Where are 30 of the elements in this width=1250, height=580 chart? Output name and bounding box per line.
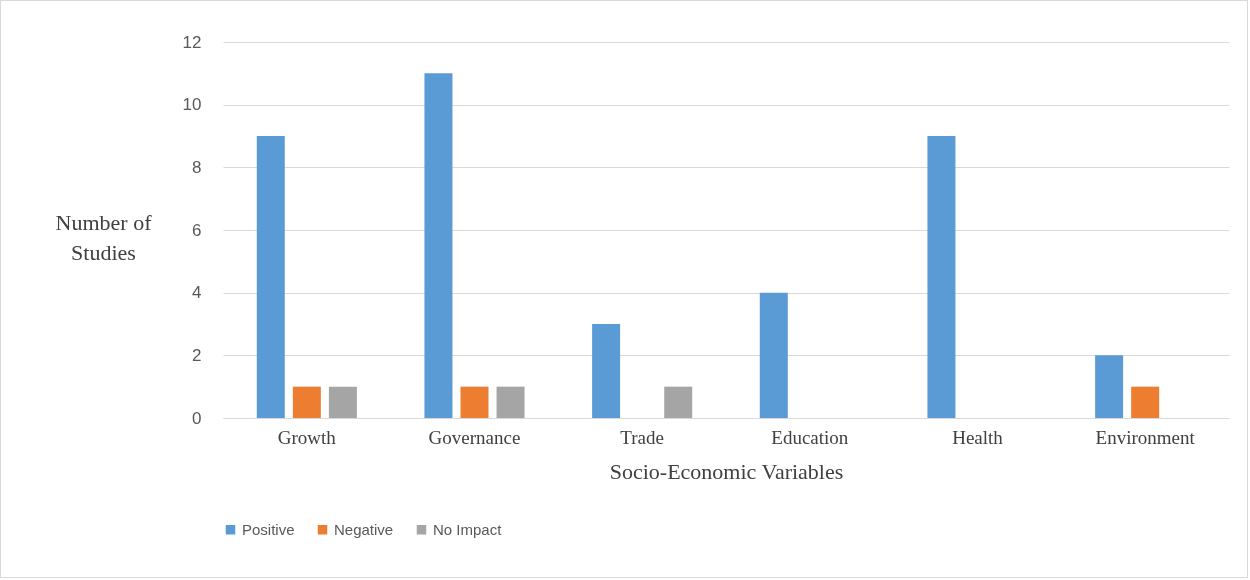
x-tick-label: Trade [620, 426, 664, 448]
y-axis-title: Number of Studies [55, 209, 153, 265]
x-axis-title: Socio-Economic Variables [609, 458, 844, 484]
bar [592, 324, 621, 418]
x-tick-label: Education [771, 426, 849, 448]
bar [496, 386, 525, 418]
y-tick-label: 2 [192, 345, 202, 365]
y-tick-label: 12 [182, 32, 202, 52]
bar [328, 386, 357, 418]
x-tick-label: Governance [428, 426, 521, 448]
bar [927, 136, 956, 418]
bar [292, 386, 321, 418]
y-tick-label: 4 [192, 283, 202, 303]
bar [664, 386, 693, 418]
x-tick-label: Growth [277, 426, 337, 448]
y-tick-label: 6 [192, 220, 202, 240]
x-tick-label: Health [952, 426, 1004, 448]
y-tick-label: 8 [192, 157, 202, 177]
legend-label: No Impact [433, 520, 503, 538]
bar [1095, 355, 1124, 418]
legend-label: Negative [334, 520, 394, 538]
bar [424, 73, 453, 418]
bar [460, 386, 489, 418]
bar [256, 136, 285, 418]
x-tick-label: Environment [1095, 426, 1196, 448]
bar [759, 292, 788, 418]
bar [1131, 386, 1160, 418]
y-tick-label: 0 [192, 408, 202, 428]
y-tick-label: 10 [182, 95, 202, 115]
legend-label: Positive [242, 520, 295, 538]
